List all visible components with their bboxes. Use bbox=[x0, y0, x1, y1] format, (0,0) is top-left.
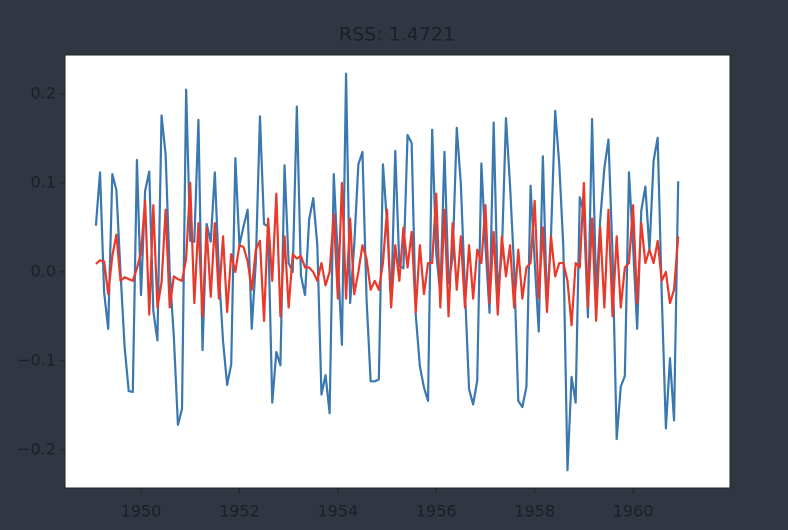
x-tick-label: 1956 bbox=[416, 502, 457, 521]
x-tick-label: 1952 bbox=[219, 502, 260, 521]
x-tick-label: 1954 bbox=[317, 502, 358, 521]
x-tick-label: 1950 bbox=[121, 502, 162, 521]
y-tick-label: −0.1 bbox=[17, 350, 56, 369]
y-tick-label: −0.2 bbox=[17, 439, 56, 458]
chart-title: RSS: 1.4721 bbox=[339, 24, 455, 46]
y-tick-label: 0.0 bbox=[31, 261, 56, 280]
series-line bbox=[95, 181, 680, 327]
x-tick-label: 1958 bbox=[514, 502, 555, 521]
x-tick-label: 1960 bbox=[613, 502, 654, 521]
y-tick-label: 0.2 bbox=[31, 84, 56, 103]
y-tick-label: 0.1 bbox=[31, 173, 56, 192]
